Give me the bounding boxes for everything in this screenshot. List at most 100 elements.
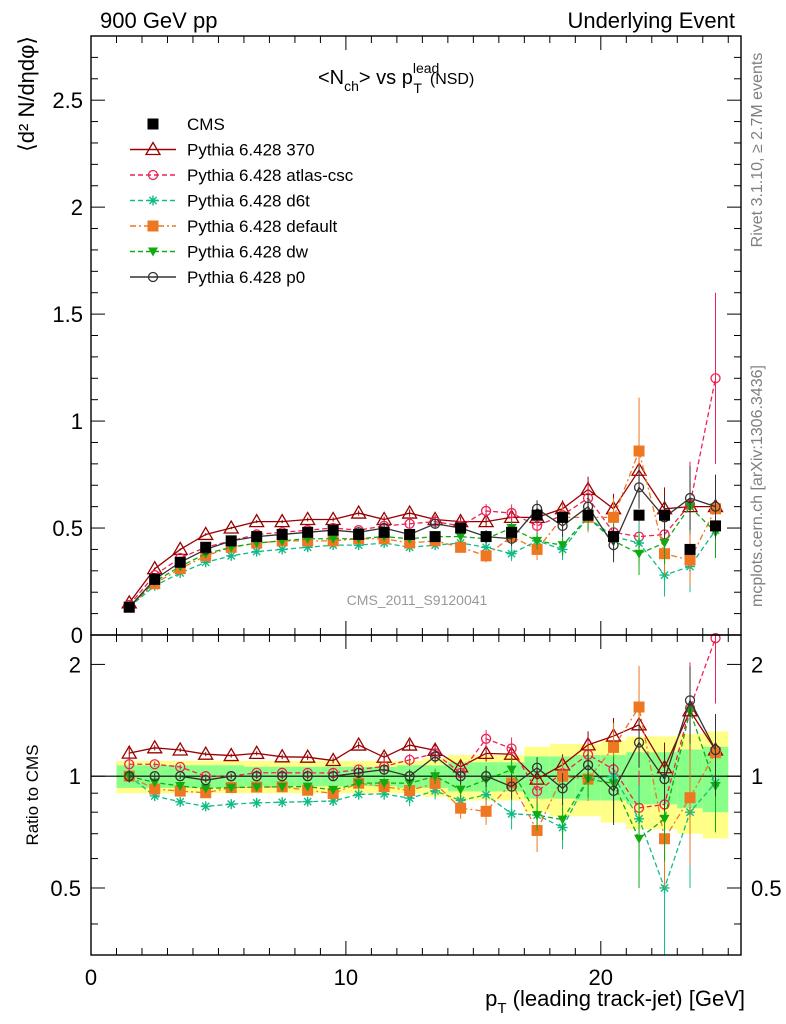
ratio-point-pythia-6-428-370 (248, 745, 265, 759)
ratio-point-pythia-6-428-default (174, 785, 186, 797)
ratio-point-pythia-6-428-370 (197, 745, 214, 760)
ratio-y-tick-label: 0.5 (50, 876, 81, 901)
series-point-pythia-6-428-d6t (481, 542, 492, 553)
ratio-point-pythia-6-428-p0 (710, 744, 721, 756)
ratio-point-pythia-6-428-p0 (378, 764, 390, 775)
ratio-point-pythia-6-428-p0 (251, 771, 262, 782)
ratio-point-pythia-6-428-default (149, 783, 161, 795)
series-point-pythia-6-428-atlas-csc (480, 505, 492, 517)
header-left: 900 GeV pp (100, 8, 217, 33)
ratio-point-pythia-6-428-p0 (226, 771, 237, 782)
ratio-point-pythia-6-428-d6t (149, 790, 160, 801)
legend-label-pythia-6-428-370: Pythia 6.428 370 (187, 141, 315, 160)
ratio-point-pythia-6-428-p0 (353, 767, 364, 778)
data-point (557, 511, 569, 523)
series-point-pythia-6-428-default (455, 541, 467, 553)
data-point (608, 531, 620, 543)
ratio-point-pythia-6-428-d6t (659, 882, 670, 893)
series-point-pythia-6-428-dw (557, 541, 568, 551)
y-tick-label: 2 (71, 195, 83, 220)
ratio-point-pythia-6-428-d6t (379, 788, 390, 799)
data-point (404, 528, 416, 540)
legend-item-pythia-6-428-d6t: Pythia 6.428 d6t (130, 192, 310, 211)
ratio-point-pythia-6-428-d6t (200, 801, 211, 812)
legend: CMS Pythia 6.428 370 Pythia 6.428 atlas-cs… (130, 115, 354, 287)
legend-item-pythia-6-428-370: Pythia 6.428 370 (130, 141, 315, 160)
ratio-y-tick-label: 0.5 (751, 876, 782, 901)
ratio-y-tick-label: 2 (69, 652, 81, 677)
legend-marker-pythia-6-428-dw (148, 247, 158, 257)
ratio-point-pythia-6-428-370 (350, 736, 367, 751)
series-line-pythia-6-428-atlas-csc (128, 378, 717, 606)
series-point-pythia-6-428-dw (532, 536, 543, 546)
ratio-point-pythia-6-428-atlas-csc (531, 786, 543, 797)
ratio-point-pythia-6-428-d6t (481, 789, 492, 800)
series-point-pythia-6-428-d6t (251, 546, 262, 557)
y-tick-label: 0.5 (52, 516, 83, 541)
y-tick-label: 2.5 (52, 88, 83, 113)
data-point (174, 556, 186, 568)
series-point-pythia-6-428-default (684, 554, 696, 566)
data-point (684, 543, 696, 555)
ratio-point-pythia-6-428-370 (274, 748, 291, 763)
series-point-pythia-6-428-dw (455, 532, 466, 542)
ratio-point-pythia-6-428-default (455, 802, 467, 814)
ratio-point-pythia-6-428-370 (146, 739, 163, 754)
legend-item-pythia-6-428-p0: Pythia 6.428 p0 (130, 268, 305, 287)
y-axis-label: ⟨d² N/dηdφ⟩ (14, 36, 39, 152)
series-point-pythia-6-428-d6t (302, 542, 313, 553)
ratio-point-pythia-6-428-dw (379, 779, 390, 789)
series-point-pythia-6-428-dw (634, 549, 645, 559)
series-point-pythia-6-428-p0 (684, 492, 696, 504)
ratio-point-pythia-6-428-p0 (659, 773, 670, 785)
ratio-point-pythia-6-428-dw (353, 779, 364, 789)
data-point (378, 526, 390, 538)
series-point-pythia-6-428-370 (223, 519, 240, 534)
legend-item-pythia-6-428-dw: Pythia 6.428 dw (130, 243, 309, 262)
ratio-point-pythia-6-428-p0 (531, 762, 543, 773)
ratio-frame (90, 634, 742, 956)
legend-marker-pythia-6-428-370 (144, 141, 162, 156)
ratio-point-pythia-6-428-atlas-csc (480, 733, 492, 744)
ratio-point-pythia-6-428-default (480, 805, 492, 817)
ratio-point-pythia-6-428-p0 (277, 771, 288, 782)
data-point (455, 522, 467, 534)
ratio-point-pythia-6-428-atlas-csc (506, 743, 517, 754)
ratio-point-pythia-6-428-d6t (302, 796, 313, 807)
ratio-point-pythia-6-428-dw (659, 814, 670, 824)
legend-item-cms: CMS (147, 115, 225, 134)
ratio-point-pythia-6-428-p0 (506, 781, 517, 792)
ratio-y-tick-label: 1 (751, 764, 763, 789)
ratio-point-pythia-6-428-dw (302, 782, 313, 792)
series-point-pythia-6-428-p0 (710, 501, 721, 512)
series-point-pythia-6-428-d6t (506, 548, 517, 559)
legend-item-pythia-6-428-default: Pythia 6.428 default (130, 217, 338, 236)
data-point (353, 528, 365, 540)
ratio-point-pythia-6-428-dw (328, 785, 339, 795)
data-point (531, 509, 543, 521)
ratio-point-pythia-6-428-p0 (404, 771, 415, 782)
ratio-point-pythia-6-428-default (633, 701, 645, 713)
ratio-point-pythia-6-428-dw (404, 779, 415, 789)
legend-label-pythia-6-428-atlas-csc: Pythia 6.428 atlas-csc (187, 166, 354, 185)
ratio-point-pythia-6-428-p0 (149, 771, 160, 782)
series-point-pythia-6-428-atlas-csc (710, 373, 721, 384)
series-point-pythia-6-428-d6t (226, 550, 237, 561)
series-point-pythia-6-428-default (608, 511, 620, 523)
x-tick-label: 10 (334, 965, 358, 990)
ratio-point-pythia-6-428-370 (223, 747, 240, 762)
series-point-pythia-6-428-p0 (429, 518, 441, 529)
ratio-point-pythia-6-428-d6t (506, 808, 517, 819)
watermark: CMS_2011_S9120041 (347, 592, 488, 608)
ratio-point-pythia-6-428-p0 (557, 783, 568, 794)
plot-marks: 0 10 20 0 0.5 1 1.5 2 2.5 0.5 0.5 1 1 2 2 (50, 35, 782, 990)
ratio-point-pythia-6-428-default (608, 741, 620, 753)
ratio-point-pythia-6-428-d6t (175, 796, 186, 807)
ratio-point-pythia-6-428-p0 (455, 771, 466, 782)
ratio-point-pythia-6-428-dw (634, 834, 645, 844)
series-point-pythia-6-428-370 (248, 513, 265, 528)
ratio-point-pythia-6-428-dw (277, 782, 288, 792)
series-point-pythia-6-428-370 (146, 560, 163, 575)
ratio-point-pythia-6-428-dw (430, 772, 441, 782)
data-point (633, 509, 645, 521)
